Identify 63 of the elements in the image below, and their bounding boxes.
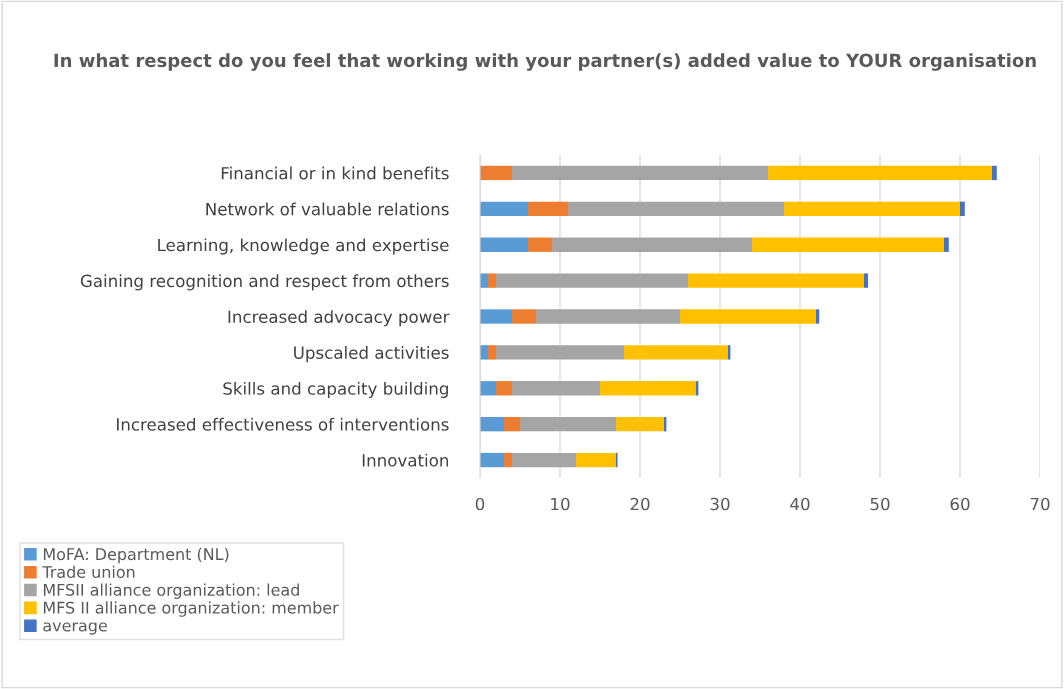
- bar: [480, 345, 488, 360]
- bar: [512, 381, 600, 396]
- bar: [480, 273, 488, 288]
- bar: [504, 452, 512, 468]
- x-tick-label: 40: [790, 497, 810, 511]
- bar: [496, 345, 624, 360]
- x-tick-label: 30: [710, 497, 730, 511]
- bar: [480, 237, 528, 252]
- bar: [616, 416, 664, 432]
- legend-label: MFSII alliance organization: lead: [43, 583, 299, 599]
- bar: [680, 309, 816, 324]
- x-tick-label: 0: [475, 497, 485, 511]
- y-tick-label: Network of valuable relations: [206, 202, 449, 216]
- bar: [864, 273, 868, 288]
- y-tick-label: Skills and capacity building: [223, 381, 448, 399]
- bar: [624, 345, 728, 360]
- y-tick-label: Upscaled activities: [294, 346, 449, 363]
- legend-label: Trade union: [42, 565, 135, 579]
- bar: [552, 237, 752, 252]
- bar: [528, 201, 568, 217]
- bar: [768, 165, 992, 181]
- legend-label: MoFA: Department (NL): [43, 547, 229, 564]
- bar: [496, 381, 512, 396]
- y-tick-label: Learning, knowledge and expertise: [158, 238, 449, 255]
- bar: [520, 416, 616, 432]
- bar: [536, 309, 680, 324]
- bar: [752, 237, 944, 252]
- legend-label: average: [43, 622, 107, 635]
- bar: [512, 165, 768, 181]
- y-tick-label: Financial or in kind benefits: [221, 166, 449, 180]
- bar: [504, 416, 520, 432]
- bar: [488, 345, 496, 360]
- x-tick-label: 10: [551, 497, 570, 511]
- bar: [784, 201, 960, 217]
- bar: [568, 201, 784, 217]
- bar: [944, 237, 949, 252]
- bar: [480, 201, 528, 217]
- bar: [496, 273, 688, 288]
- bar: [488, 273, 496, 288]
- bar: [480, 309, 512, 324]
- x-tick-label: 50: [870, 497, 890, 511]
- bar: [480, 416, 504, 432]
- x-tick-label: 60: [950, 497, 970, 511]
- y-tick-label: Increased advocacy power: [228, 310, 450, 327]
- bar: [576, 452, 616, 468]
- bar: [992, 165, 997, 181]
- y-tick-label: Innovation: [362, 453, 449, 467]
- bar: [816, 309, 820, 324]
- bar: [600, 381, 696, 396]
- legend-label: MFS II alliance organization: member: [43, 601, 339, 617]
- x-tick-label: 20: [630, 497, 650, 511]
- bar: [480, 165, 512, 181]
- bar: [528, 237, 552, 252]
- x-tick-label: 70: [1030, 497, 1050, 511]
- bar: [480, 381, 496, 396]
- bar: [480, 452, 504, 468]
- bar: [960, 201, 965, 217]
- y-tick-label: Increased effectiveness of interventions: [117, 417, 449, 431]
- bar: [688, 273, 864, 288]
- y-tick-label: Gaining recognition and respect from others: [80, 274, 449, 291]
- chart-title: In what respect do you feel that working with your partner(s) added value to YOUR organisation: [54, 53, 1036, 71]
- bar: [512, 452, 576, 468]
- bar: [512, 309, 536, 324]
